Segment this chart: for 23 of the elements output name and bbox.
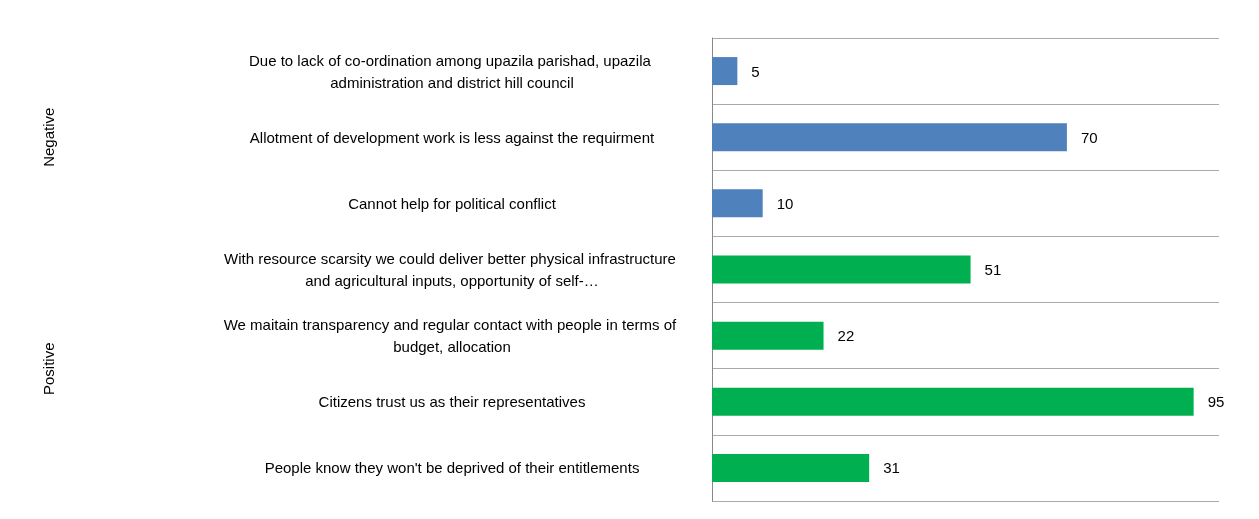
y-tick-label: Cannot help for political conflict (348, 194, 557, 212)
bar (712, 387, 1194, 416)
text: Positive (39, 342, 57, 395)
y-tick-label: With resource scarsity we could deliver better physical infrastructure and agricultural inputs, opportunity of self-… (223, 250, 681, 289)
data-label: 5 (751, 62, 760, 80)
bar (712, 189, 763, 218)
y-tick-label: People know they won't be deprived of their entitlements (264, 459, 640, 477)
data-label: 22 (837, 327, 855, 345)
y-tick-label: We maitain transparency and regular contact with people in terms of budget, allocation (223, 316, 681, 356)
y-tick-label: Allotment of development work is less against the requirment (249, 128, 656, 146)
text: Negative (39, 107, 57, 167)
bar (712, 255, 971, 284)
data-label: 70 (1080, 128, 1098, 146)
data-label: 10 (776, 194, 794, 212)
data-label: 51 (984, 261, 1002, 278)
data-label: 31 (883, 459, 900, 477)
y-tick-label: Citizens trust us as their representatives (318, 393, 586, 411)
bar (712, 123, 1067, 152)
y-tick-label: Due to lack of co-ordination among upazila parishad, upazila administration and district hill council (248, 51, 656, 91)
bar (712, 57, 738, 86)
data-label: 95 (1207, 393, 1225, 411)
bar (712, 453, 870, 482)
bar (712, 321, 824, 350)
